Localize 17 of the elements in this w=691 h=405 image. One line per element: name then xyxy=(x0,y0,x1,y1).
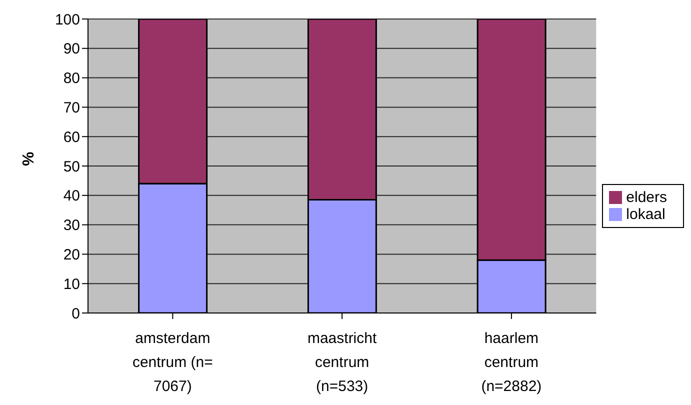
y-tick-label: 10 xyxy=(63,276,80,293)
y-tick-label: 80 xyxy=(63,70,80,88)
x-tick-label: maastricht centrum (n=533) xyxy=(307,330,378,395)
legend-label: lokaal xyxy=(626,206,666,222)
y-tick-label: 70 xyxy=(63,100,80,117)
y-tick-label: 50 xyxy=(63,158,80,176)
legend-label: elders xyxy=(626,188,667,206)
y-tick-label: 30 xyxy=(63,217,80,234)
y-tick-label: 60 xyxy=(63,128,80,146)
y-tick-label: 90 xyxy=(63,40,80,58)
y-tick-label: 20 xyxy=(63,246,80,264)
y-tick-label: 100 xyxy=(54,11,80,28)
y-tick-label: 40 xyxy=(63,188,80,205)
y-tick-label: 0 xyxy=(72,305,80,322)
y-axis-title: % xyxy=(20,152,38,166)
x-tick-label: amsterdam centrum (n= 7067) xyxy=(132,330,214,395)
x-tick-label: haarlem centrum (n=2882) xyxy=(481,330,542,395)
